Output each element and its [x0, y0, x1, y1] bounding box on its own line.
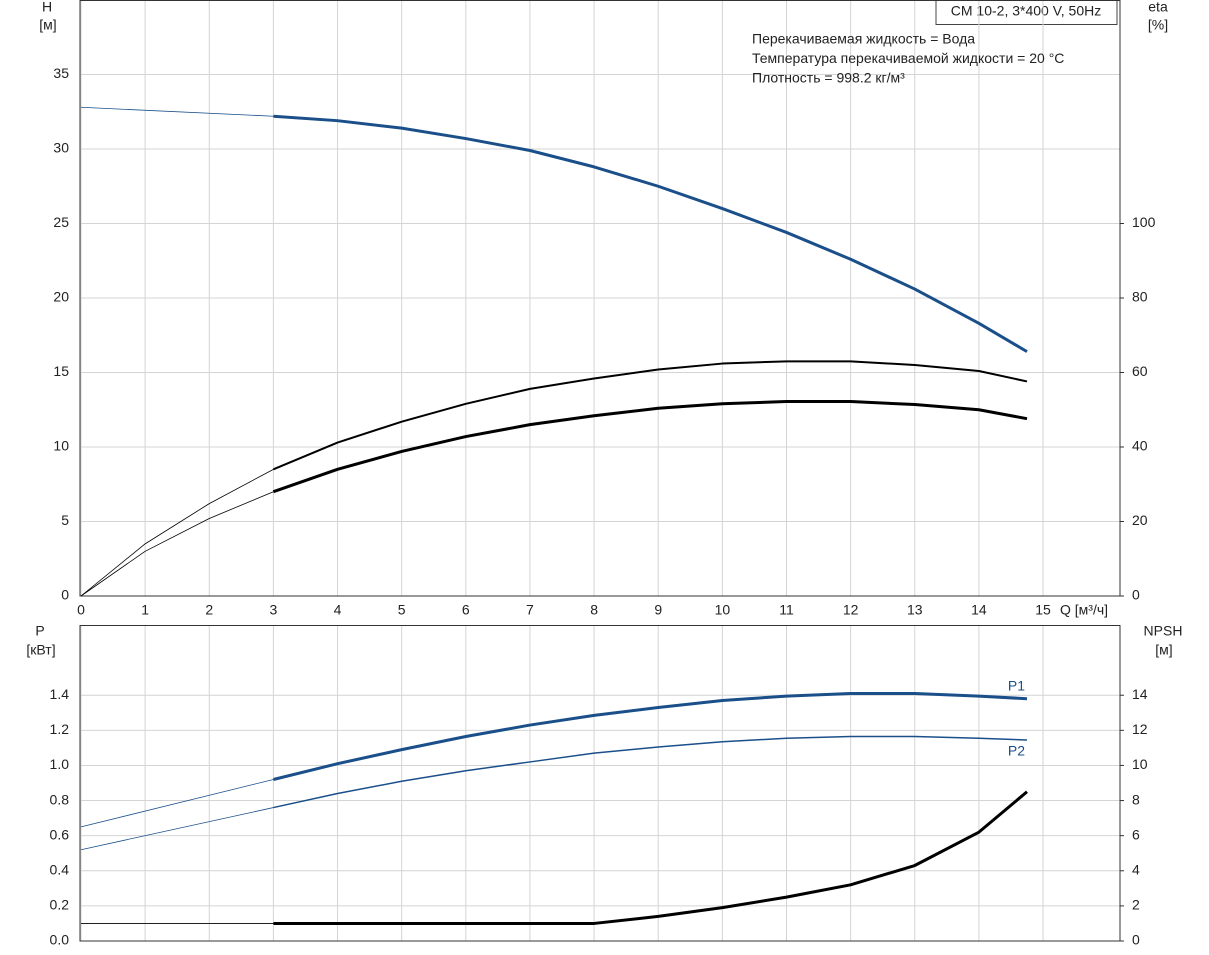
- y2-tick-label: 2: [1132, 897, 1140, 913]
- line: [80, 106, 274, 117]
- y-unit: [кВт]: [26, 642, 55, 658]
- chart-title: CM 10-2, 3*400 V, 50Hz: [951, 3, 1101, 19]
- line: [273, 790, 1028, 925]
- x-tick-label: 14: [971, 602, 987, 618]
- x-tick-label: 1: [141, 602, 149, 618]
- line: [80, 491, 274, 597]
- y2-tick-label: 6: [1132, 826, 1140, 842]
- x-tick-label: 6: [462, 602, 470, 618]
- y2-tick-label: 0: [1132, 587, 1140, 603]
- y-tick-label: 35: [53, 65, 69, 81]
- x-tick-label: 12: [843, 602, 859, 618]
- annotation: Плотность = 998.2 кг/м³: [752, 70, 905, 86]
- line: [80, 779, 274, 828]
- y-tick-label: 15: [53, 363, 69, 379]
- x-tick-label: 2: [205, 602, 213, 618]
- y-tick-label: 0: [61, 587, 69, 603]
- y-tick-label: 1.0: [50, 756, 70, 772]
- x-tick-label: 9: [654, 602, 662, 618]
- y2-tick-label: 10: [1132, 756, 1148, 772]
- y-tick-label: 0.0: [50, 932, 70, 948]
- x-tick-label: 4: [334, 602, 342, 618]
- x-tick-label: 10: [715, 602, 731, 618]
- line: [80, 468, 274, 597]
- y-label: H: [42, 0, 52, 15]
- x-tick-label: 11: [779, 602, 794, 618]
- line: [273, 360, 1028, 471]
- plot-frame: [79, 625, 1121, 942]
- y2-tick-label: 8: [1132, 791, 1140, 807]
- y2-tick-label: 12: [1132, 721, 1148, 737]
- y2-tick-label: 40: [1132, 438, 1148, 454]
- y2-tick-label: 0: [1132, 932, 1140, 948]
- y-tick-label: 5: [61, 512, 69, 528]
- x-tick-label: 3: [270, 602, 278, 618]
- x-tick-label: 0: [77, 602, 85, 618]
- y2-label: eta: [1148, 0, 1168, 15]
- annotation: Перекачиваемая жидкость = Вода: [752, 31, 975, 47]
- annotation: Температура перекачиваемой жидкости = 20…: [752, 50, 1064, 66]
- y-label: P: [35, 623, 44, 639]
- y-tick-label: 0.2: [50, 897, 70, 913]
- series-label: P2: [1008, 743, 1025, 759]
- title-box: [935, 0, 1118, 25]
- y2-tick-label: 14: [1132, 686, 1148, 702]
- y-tick-label: 20: [53, 289, 69, 305]
- x-tick-label: 13: [907, 602, 923, 618]
- y-tick-label: 10: [53, 438, 69, 454]
- line: [272, 400, 1028, 494]
- y2-tick-label: 20: [1132, 512, 1148, 528]
- y2-label: NPSH: [1144, 623, 1183, 639]
- line: [273, 114, 1028, 353]
- y2-tick-label: 4: [1132, 861, 1140, 877]
- x-tick-label: 7: [526, 602, 534, 618]
- y-tick-label: 0.8: [50, 791, 70, 807]
- line: [273, 735, 1028, 809]
- x-tick-label: 15: [1035, 602, 1051, 618]
- y2-tick-label: 60: [1132, 363, 1148, 379]
- y-unit: [м]: [39, 17, 56, 33]
- y-tick-label: 1.4: [50, 686, 70, 702]
- x-tick-label: 5: [398, 602, 406, 618]
- line: [80, 807, 274, 851]
- series-label: P1: [1008, 677, 1025, 693]
- line: [273, 691, 1028, 781]
- y2-unit: [м]: [1155, 642, 1172, 658]
- y-tick-label: 0.4: [50, 861, 70, 877]
- y2-tick-label: 80: [1132, 289, 1148, 305]
- y2-tick-label: 100: [1132, 214, 1156, 230]
- y2-unit: [%]: [1148, 17, 1168, 33]
- y-tick-label: 1.2: [50, 721, 70, 737]
- x-label: Q [м³/ч]: [1060, 602, 1108, 618]
- plot-frame: [79, 0, 1121, 597]
- x-tick-label: 8: [590, 602, 598, 618]
- y-tick-label: 25: [53, 214, 69, 230]
- y-tick-label: 0.6: [50, 826, 70, 842]
- y-tick-label: 30: [53, 140, 69, 156]
